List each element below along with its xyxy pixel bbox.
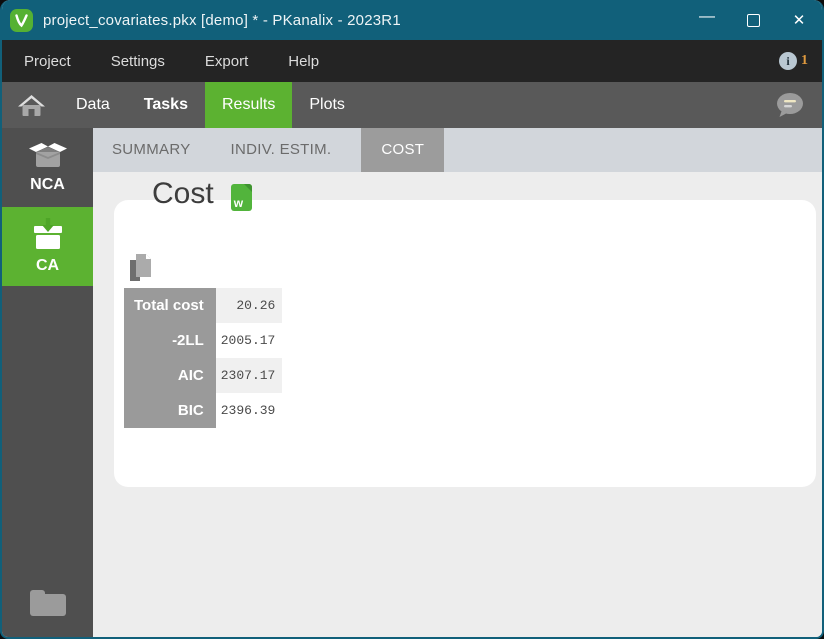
row-value[interactable]: 2005.17 — [215, 323, 283, 358]
open-box-icon — [28, 142, 67, 167]
row-value[interactable]: 20.26 — [215, 288, 283, 323]
tab-plots[interactable]: Plots — [309, 96, 345, 113]
word-export-icon[interactable]: w — [230, 184, 252, 211]
cost-content: Cost w Total cos — [93, 172, 822, 637]
table-row: AIC 2307.17 — [124, 358, 283, 393]
subtab-summary[interactable]: SUMMARY — [112, 141, 191, 158]
page-title: Cost — [152, 177, 214, 210]
menu-settings[interactable]: Settings — [110, 52, 165, 70]
table-row: Total cost 20.26 — [124, 288, 283, 323]
pkanalix-logo-icon — [10, 8, 33, 32]
subtab-indiv-estim[interactable]: INDIV. ESTIM. — [230, 141, 332, 158]
row-label: -2LL — [124, 323, 216, 358]
folder-icon — [29, 590, 66, 616]
close-icon: ✕ — [792, 11, 806, 29]
window-title: project_covariates.pkx [demo] * - PKanal… — [43, 11, 401, 29]
tab-tasks[interactable]: Tasks — [143, 96, 188, 113]
menu-export[interactable]: Export — [204, 52, 249, 70]
tab-data[interactable]: Data — [76, 96, 110, 113]
sidebar-item-label: CA — [35, 257, 60, 274]
app-body: NCA CA SUMMARY INDIV — [2, 128, 822, 637]
menubar: Project Settings Export Help i 1 — [2, 40, 822, 82]
project-folder-button[interactable] — [29, 588, 67, 622]
main-nav: Data Tasks Results Plots — [2, 82, 822, 128]
menu-help[interactable]: Help — [288, 52, 320, 70]
copy-icon — [130, 254, 151, 281]
titlebar: project_covariates.pkx [demo] * - PKanal… — [2, 0, 822, 40]
notification-count: 1 — [801, 53, 808, 68]
sidebar-item-nca[interactable]: NCA — [2, 128, 93, 207]
sidebar: NCA CA — [2, 128, 93, 637]
row-value[interactable]: 2396.39 — [215, 393, 283, 428]
minimize-icon: — — [699, 8, 715, 25]
row-label: BIC — [124, 393, 216, 428]
sidebar-item-label: NCA — [30, 175, 65, 193]
window-controls: — ✕ — [684, 0, 822, 40]
table-row: BIC 2396.39 — [124, 393, 283, 428]
table-row: -2LL 2005.17 — [124, 323, 283, 358]
menubar-right: i 1 — [779, 52, 808, 70]
minimize-button[interactable]: — — [684, 0, 730, 40]
row-value[interactable]: 2307.17 — [215, 358, 283, 393]
speech-bubble-icon — [777, 92, 803, 117]
tab-results[interactable]: Results — [204, 82, 293, 128]
home-icon — [18, 94, 45, 116]
comments-button[interactable] — [774, 92, 806, 119]
main-panel: SUMMARY INDIV. ESTIM. COST Cost w — [93, 128, 822, 637]
subtab-cost[interactable]: COST — [361, 128, 445, 172]
cost-table: Total cost 20.26 -2LL 2005.17 AIC 2307.1… — [124, 288, 283, 428]
info-icon[interactable]: i — [779, 52, 797, 70]
row-label: Total cost — [124, 288, 216, 323]
row-label: AIC — [124, 358, 216, 393]
close-button[interactable]: ✕ — [776, 0, 822, 40]
page-fold — [243, 184, 252, 192]
home-button[interactable] — [18, 94, 45, 117]
results-subtabs: SUMMARY INDIV. ESTIM. COST — [93, 128, 822, 172]
maximize-button[interactable] — [730, 0, 776, 40]
copy-table-button[interactable] — [126, 252, 156, 290]
menu-project[interactable]: Project — [24, 52, 71, 70]
sidebar-item-ca[interactable]: CA — [2, 207, 93, 286]
closed-box-icon — [33, 218, 62, 249]
page-heading: Cost w — [152, 177, 252, 211]
maximize-icon — [746, 13, 760, 27]
